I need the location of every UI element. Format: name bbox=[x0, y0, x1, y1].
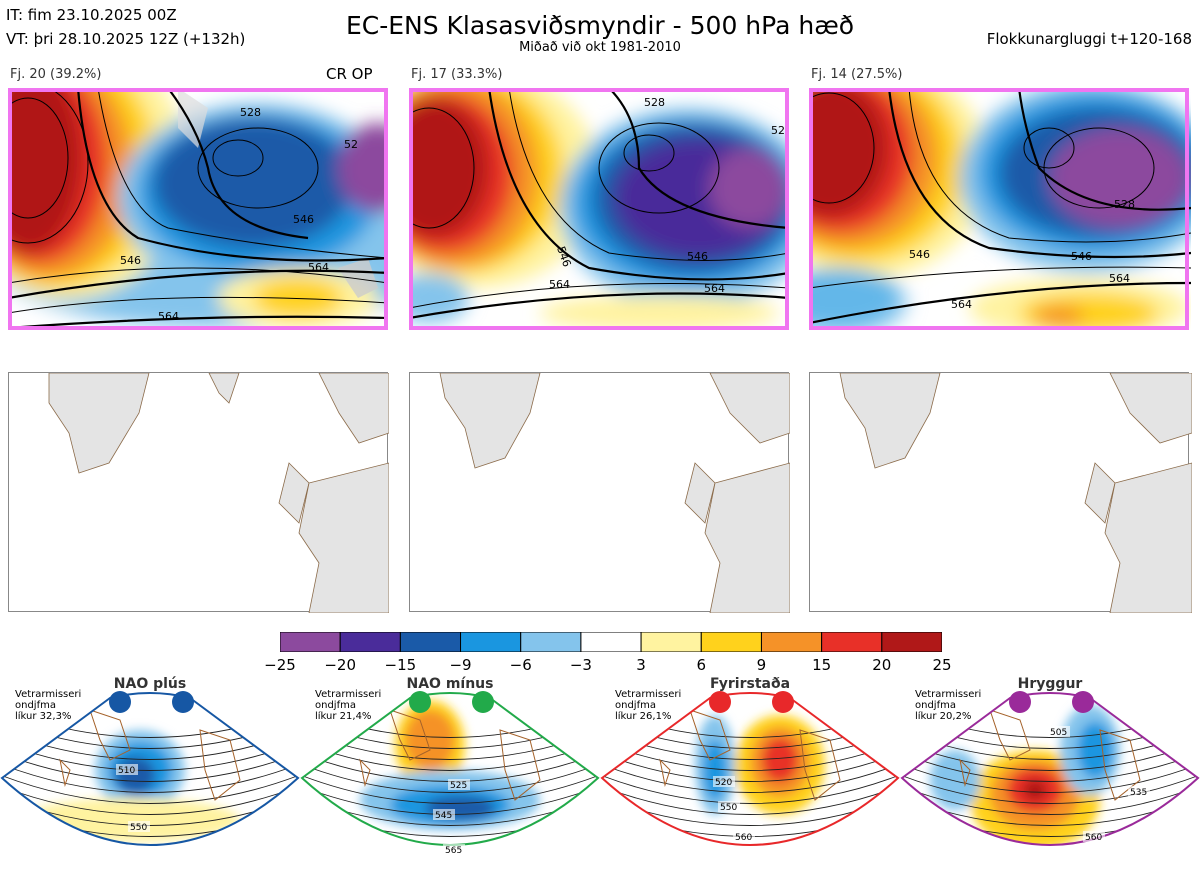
colorbar-swatch bbox=[399, 631, 462, 653]
contour-label: 52 bbox=[771, 124, 785, 137]
regime-contour-label: 525 bbox=[450, 781, 467, 791]
clustering-window: Flokkunargluggi t+120-168 bbox=[986, 30, 1192, 48]
colorbar-tick-label: −9 bbox=[449, 656, 472, 674]
regime-marker-dot bbox=[409, 691, 431, 713]
regime-name: NAO mínus bbox=[406, 676, 494, 692]
regime-marker-dot bbox=[1072, 691, 1094, 713]
contour-label: 528 bbox=[1114, 198, 1135, 211]
colorbar-swatch bbox=[460, 631, 522, 653]
blank-map-1 bbox=[8, 372, 389, 613]
colorbar-tick-label: 20 bbox=[872, 656, 892, 674]
colorbar-swatch bbox=[520, 631, 582, 653]
regime-contour-label: 535 bbox=[1130, 788, 1147, 798]
regime-marker-dot bbox=[109, 691, 131, 713]
colorbar-swatch bbox=[640, 631, 702, 653]
contour-label: 546 bbox=[687, 250, 708, 263]
colorbar-tick-label: 25 bbox=[932, 656, 952, 674]
regime-contour-label: 550 bbox=[130, 823, 147, 833]
regime-map: 505 535 560 bbox=[900, 690, 1200, 871]
regime-contour-label: 505 bbox=[1050, 728, 1067, 738]
regime-marker-dot bbox=[709, 691, 731, 713]
regime-contour-label: 520 bbox=[715, 778, 732, 788]
cluster-2-map: 528 546 546 564 564 52 bbox=[409, 88, 789, 330]
contour-label: 564 bbox=[1109, 272, 1130, 285]
colorbar-tick-label: 9 bbox=[756, 656, 767, 674]
contour-label: 52 bbox=[344, 138, 358, 151]
regime-probability: Vetrarmisseri ondjfma líkur 21,4% bbox=[315, 689, 382, 722]
blank-map-2 bbox=[409, 372, 790, 613]
regime-name: NAO plús bbox=[113, 676, 187, 692]
colorbar-tick-label: −15 bbox=[384, 656, 417, 674]
contour-label: 546 bbox=[909, 248, 930, 261]
init-time: IT: fim 23.10.2025 00Z bbox=[6, 6, 177, 24]
regime-map: 525 545 565 bbox=[300, 690, 600, 871]
colorbar-swatch bbox=[580, 631, 642, 653]
cluster-2-label: Fj. 17 (33.3%) bbox=[411, 67, 503, 82]
cluster-1-map: 546 564 564 528 546 52 bbox=[8, 88, 388, 330]
regime-probability: Vetrarmisseri ondjfma líkur 20,2% bbox=[915, 689, 982, 722]
contour-label: 528 bbox=[644, 96, 665, 109]
regime-contour-label: 510 bbox=[118, 766, 135, 776]
regime-name: Fyrirstaða bbox=[709, 676, 791, 692]
regime-probability: Vetrarmisseri ondjfma líkur 32,3% bbox=[15, 689, 82, 722]
contour-label: 528 bbox=[240, 106, 261, 119]
colorbar-tick-label: −25 bbox=[264, 656, 296, 674]
blank-map-3 bbox=[809, 372, 1192, 613]
colorbar-swatch bbox=[339, 631, 401, 653]
regime-contour-label: 560 bbox=[1085, 833, 1102, 843]
regime-map: 520 550 560 bbox=[600, 690, 900, 871]
regime-contour-label: 560 bbox=[735, 833, 752, 843]
contour-label: 546 bbox=[1071, 250, 1092, 263]
regime-marker-dot bbox=[772, 691, 794, 713]
regime-marker-dot bbox=[472, 691, 494, 713]
colorbar-swatch bbox=[881, 631, 943, 653]
colorbar-swatch bbox=[279, 631, 341, 653]
regime-marker-dot bbox=[1009, 691, 1031, 713]
contour-label: 564 bbox=[951, 298, 972, 311]
colorbar-tick-label: 3 bbox=[636, 656, 646, 674]
contour-label: 564 bbox=[308, 261, 329, 274]
page-subtitle: Miðað við okt 1981-2010 bbox=[519, 40, 681, 55]
contour-label: 564 bbox=[158, 310, 179, 323]
contour-label: 546 bbox=[293, 213, 314, 226]
colorbar-tick-label: −20 bbox=[324, 656, 356, 674]
colorbar bbox=[279, 631, 943, 653]
regime-contour-label: 550 bbox=[720, 803, 737, 813]
regime-name: Hryggur bbox=[1017, 676, 1083, 692]
regime-contour-label: 565 bbox=[445, 846, 462, 856]
colorbar-tick-label: 15 bbox=[812, 656, 832, 674]
regime-map: 510 550 bbox=[0, 690, 300, 871]
colorbar-swatch bbox=[700, 631, 762, 653]
regime-marker-dot bbox=[172, 691, 194, 713]
contour-label: 564 bbox=[704, 282, 725, 295]
regime-contour-label: 545 bbox=[435, 811, 452, 821]
cluster-1-label: Fj. 20 (39.2%) bbox=[10, 67, 102, 82]
valid-time: VT: þri 28.10.2025 12Z (+132h) bbox=[6, 30, 246, 48]
colorbar-tick-label: −3 bbox=[569, 656, 592, 674]
colorbar-swatch bbox=[760, 631, 823, 653]
colorbar-tick-label: 6 bbox=[696, 656, 707, 674]
cluster-3-label: Fj. 14 (27.5%) bbox=[811, 67, 903, 82]
contour-label: 564 bbox=[549, 278, 570, 291]
colorbar-swatch bbox=[821, 631, 883, 653]
page-title: EC-ENS Klasasviðsmyndir - 500 hPa hæð bbox=[345, 11, 855, 40]
regime-probability: Vetrarmisseri ondjfma líkur 26,1% bbox=[615, 689, 682, 722]
colorbar-tick-label: −6 bbox=[509, 656, 532, 674]
cluster-1-tag: CR OP bbox=[326, 65, 373, 83]
cluster-3-map: 528 546 546 564 564 bbox=[809, 88, 1191, 330]
contour-label: 546 bbox=[120, 254, 141, 267]
